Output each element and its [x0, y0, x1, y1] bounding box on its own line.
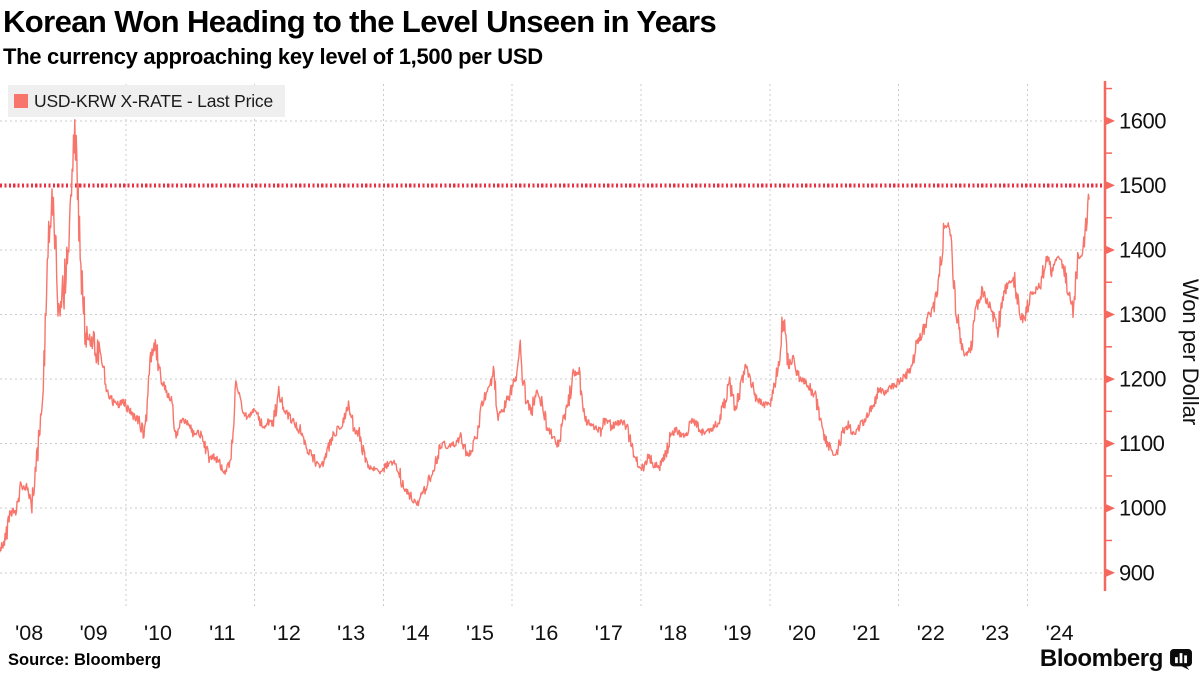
bloomberg-logo-text: Bloomberg	[1039, 645, 1163, 672]
x-tick-label: '10	[144, 621, 172, 645]
y-tick-label: 1200	[1119, 367, 1166, 392]
x-tick-label: '21	[852, 621, 880, 645]
x-tick-label: '14	[402, 621, 430, 645]
y-tick-label: 900	[1119, 560, 1154, 585]
x-tick-label: '13	[337, 621, 365, 645]
y-major-tick	[1105, 245, 1115, 255]
y-tick-label: 1400	[1119, 237, 1166, 262]
x-tick-label: '20	[788, 621, 816, 645]
price-line	[0, 119, 1090, 553]
x-tick-label: '12	[273, 621, 301, 645]
x-tick-label: '19	[724, 621, 752, 645]
x-tick-label: '16	[530, 621, 558, 645]
x-tick-label: '08	[15, 621, 43, 645]
y-tick-label: 1600	[1119, 108, 1166, 133]
page-subtitle: The currency approaching key level of 1,…	[3, 44, 543, 69]
legend-swatch	[14, 94, 28, 108]
legend-label: USD-KRW X-RATE - Last Price	[34, 90, 273, 111]
x-tick-label: '11	[209, 621, 235, 645]
x-tick-label: '17	[595, 621, 623, 645]
bloomberg-logo: Bloomberg	[1040, 645, 1192, 673]
y-tick-label: 1500	[1119, 173, 1166, 198]
x-tick-label: '15	[466, 621, 494, 645]
bar-chart-icon	[1170, 648, 1192, 670]
y-tick-label: 1100	[1119, 431, 1165, 456]
y-tick-label: 1000	[1119, 496, 1166, 521]
x-tick-label: '18	[659, 621, 687, 645]
x-tick-label: '24	[1046, 621, 1074, 645]
y-major-tick	[1105, 180, 1115, 190]
legend: USD-KRW X-RATE - Last Price	[8, 85, 285, 117]
y-major-tick	[1105, 310, 1115, 320]
x-tick-label: '09	[80, 621, 108, 645]
x-tick-label: '23	[981, 621, 1009, 645]
y-major-tick	[1105, 374, 1115, 384]
page-title: Korean Won Heading to the Level Unseen i…	[3, 4, 717, 39]
y-major-tick	[1105, 439, 1115, 449]
x-tick-label: '22	[917, 621, 945, 645]
y-major-tick	[1105, 116, 1115, 126]
y-major-tick	[1105, 503, 1115, 513]
source-note: Source: Bloomberg	[8, 651, 162, 669]
y-tick-label: 1300	[1119, 302, 1166, 327]
y-axis-title: Won per Dollar	[1178, 279, 1200, 425]
y-major-tick	[1105, 568, 1115, 578]
